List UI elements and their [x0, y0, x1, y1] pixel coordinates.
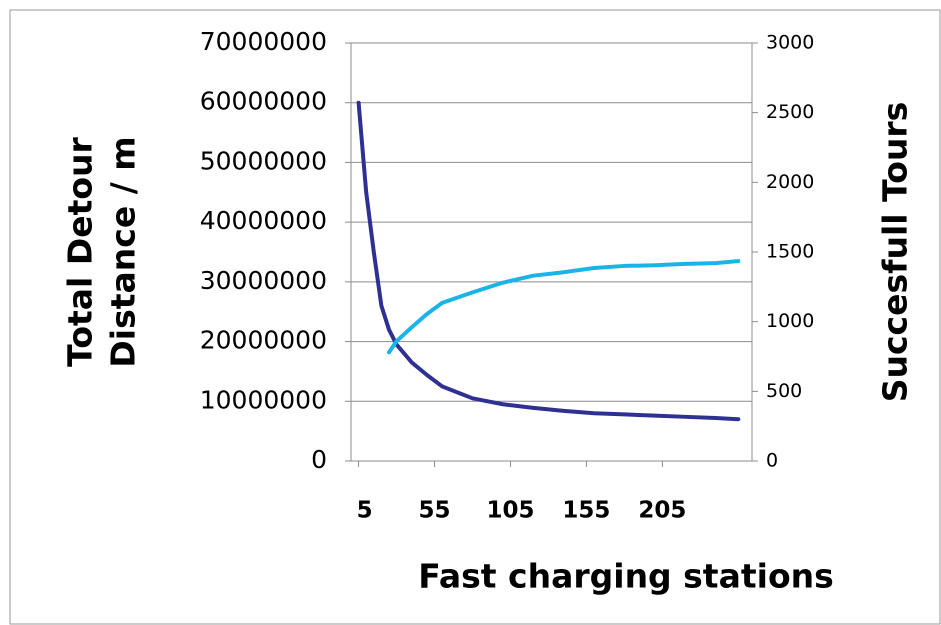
y-tick-label: 20000000	[200, 326, 327, 355]
x-tick-label: 105	[486, 498, 534, 524]
y-axis-title: Distance / m	[104, 136, 143, 367]
line-series	[386, 259, 741, 355]
y2-tick-label: 500	[766, 380, 802, 402]
y-tick-label: 0	[311, 445, 327, 474]
y2-tick-label: 2000	[766, 171, 814, 193]
y2-tick-label: 1500	[766, 241, 814, 263]
x-tick-label: 55	[419, 498, 451, 524]
x-axis-title: Fast charging stations	[418, 557, 834, 596]
y-tick-label: 10000000	[200, 385, 327, 414]
x-tick-label: 205	[638, 498, 686, 524]
y2-axis-title: Succesfull Tours	[876, 102, 915, 403]
y2-tick-label: 2500	[766, 101, 814, 123]
chart-border	[9, 9, 941, 625]
y-tick-label: 60000000	[200, 87, 327, 116]
y-tick-label: 30000000	[200, 266, 327, 295]
y-tick-label: 40000000	[200, 206, 327, 235]
y2-tick-label: 3000	[766, 32, 814, 54]
y2-tick-label: 0	[766, 450, 778, 472]
line-series	[356, 100, 741, 422]
y-tick-label: 50000000	[200, 146, 327, 175]
x-tick-label: 5	[357, 498, 373, 524]
y-tick-label: 70000000	[200, 27, 327, 56]
y2-tick-label: 1000	[766, 310, 814, 332]
x-tick-label: 155	[562, 498, 610, 524]
y-axis-title: Total Detour	[61, 136, 100, 366]
